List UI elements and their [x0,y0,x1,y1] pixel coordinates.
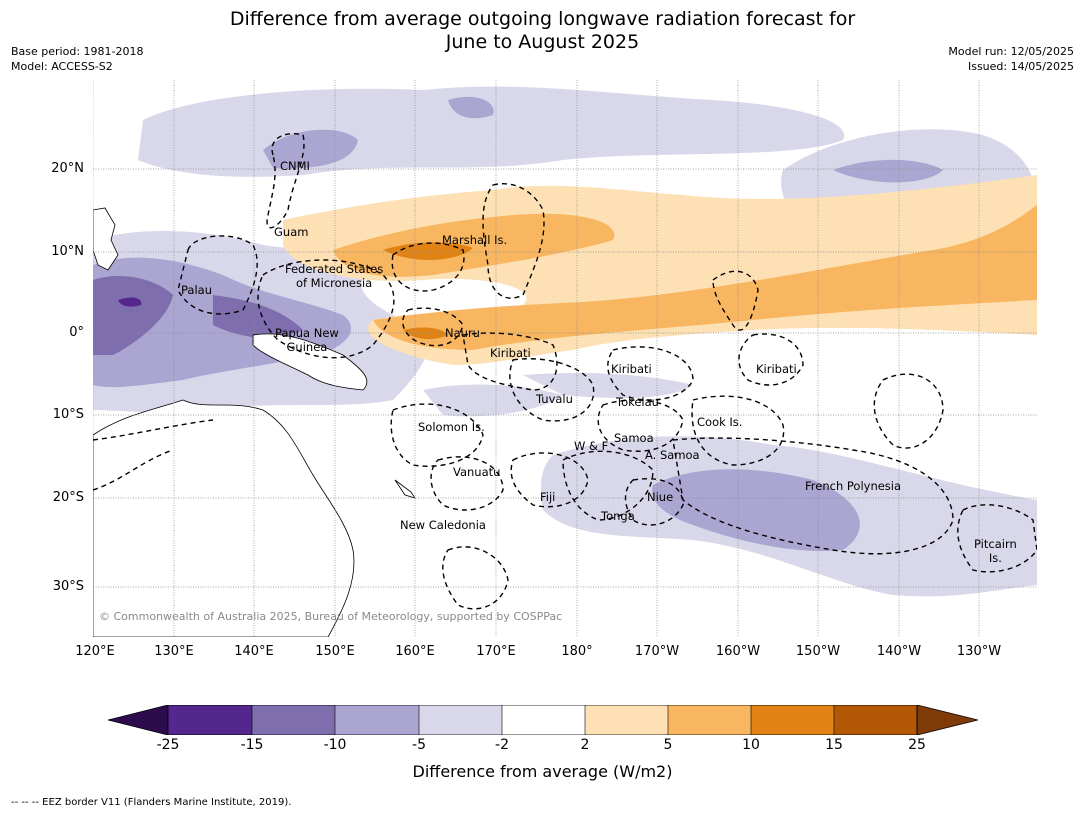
region-label-pitcairn-line1: Pitcairn [974,537,1017,551]
lat-label-20s: 20°S [52,490,84,505]
colorbar-segment-2 [252,705,335,735]
colorbar-tick-15: 15 [825,737,843,753]
meta-left: Base period: 1981-2018 Model: ACCESS-S2 [11,44,143,74]
region-label-solomon: Solomon Is. [418,420,485,434]
land-outlines [93,207,416,637]
colorbar-tick-minus10: -10 [323,737,347,753]
lon-label-170e: 170°E [476,644,516,659]
region-label-marshall: Marshall Is. [442,233,508,247]
model-name: Model: ACCESS-S2 [11,60,113,73]
region-label-samoa: Samoa [614,431,654,445]
region-label-pitcairn-line2: Is. [988,551,1002,565]
issued-date: Issued: 14/05/2025 [967,60,1074,73]
colorbar-tick-minus5: -5 [412,737,426,753]
region-label-kiribati-central: Kiribati [611,362,652,376]
lon-label-130e: 130°E [154,644,194,659]
region-label-nauru: Nauru [445,326,480,340]
colorbar-tick-minus25: -25 [156,737,180,753]
philippines-landmass [93,207,119,271]
region-label-fsm-line2: of Micronesia [295,276,373,290]
region-label-fsm-line1: Federated States [285,262,384,276]
region-label-png-line1: Papua New [275,326,339,340]
lat-label-10s: 10°S [52,407,84,422]
region-label-tuvalu: Tuvalu [536,392,573,406]
region-label-png: Papua New Guinea [275,326,339,354]
colorbar-tick-minus15: -15 [240,737,264,753]
colorbar-segment-6 [585,705,668,735]
region-label-tokelau: Tokelau [616,395,659,409]
region-label-vanuatu: Vanuatu [453,465,501,479]
lon-label-160w: 160°W [715,644,761,659]
colorbar-segment-3 [335,705,419,735]
lat-label-30s: 30°S [52,579,84,594]
lon-label-120e: 120°E [75,644,115,659]
region-label-kiribati-east: Kiribati [756,362,797,376]
region-label-png-line2: Guinea [286,340,328,354]
colorbar-segment-7 [668,705,751,735]
lon-label-170w: 170°W [634,644,680,659]
colorbar-title: Difference from average (W/m2) [412,762,673,781]
region-label-guam: Guam [274,225,309,239]
colorbar-tick-2: 2 [580,737,590,753]
region-label-cnmi: CNMI [280,159,310,173]
forecast-map [93,80,1037,637]
region-label-palau: Palau [181,283,212,297]
lon-label-140e: 140°E [234,644,274,659]
lat-label-20n: 20°N [51,161,84,176]
region-label-tonga: Tonga [601,509,635,523]
colorbar-arrow-high [916,705,978,735]
colorbar-tick-25: 25 [908,737,926,753]
colorbar [108,705,978,735]
region-label-niue: Niue [647,490,674,504]
colorbar-tick-5: 5 [663,737,673,753]
title-line-2: June to August 2025 [445,31,640,53]
eez-borders [93,133,1037,610]
region-label-fiji: Fiji [540,490,556,504]
australia-landmass [93,399,355,637]
lat-label-0: 0° [69,325,84,340]
region-label-asamoa: A. Samoa [645,448,700,462]
lon-label-130w: 130°W [956,644,1002,659]
colorbar-segment-4 [419,705,502,735]
region-label-cook: Cook Is. [697,415,743,429]
title-line-1: Difference from average outgoing longwav… [229,8,856,30]
negative-anomaly-fields [93,86,1037,597]
colorbar-tick-10: 10 [742,737,760,753]
eez-footnote: -- -- -- EEZ border V11 (Flanders Marine… [11,797,292,808]
grid-lines [93,80,1037,637]
lon-label-150e: 150°E [315,644,355,659]
new-guinea-landmass [252,333,368,391]
lat-label-10n: 10°N [51,244,84,259]
colorbar-segment-8 [751,705,834,735]
base-period: Base period: 1981-2018 [11,45,144,58]
colorbar-tick-minus2: -2 [495,737,509,753]
region-label-french-polynesia: French Polynesia [805,479,902,493]
lon-label-180: 180° [561,644,593,659]
positive-anomaly-fields [283,175,1037,365]
model-run: Model run: 12/05/2025 [948,45,1074,58]
colorbar-segment-5 [502,705,585,735]
region-label-wf: W & F [574,439,609,453]
region-label-kiribati-west: Kiribati [490,346,531,360]
colorbar-segment-1 [168,705,252,735]
chart-title: Difference from average outgoing longwav… [0,8,1085,54]
meta-right: Model run: 12/05/2025 Issued: 14/05/2025 [948,44,1074,74]
region-label-pitcairn: Pitcairn Is. [974,537,1017,565]
colorbar-segment-9 [834,705,917,735]
lon-label-140w: 140°W [876,644,922,659]
copyright-notice: © Commonwealth of Australia 2025, Bureau… [99,610,563,623]
region-label-fsm: Federated States of Micronesia [285,262,383,290]
lon-label-160e: 160°E [395,644,435,659]
lon-label-150w: 150°W [795,644,841,659]
region-label-new-caledonia: New Caledonia [400,518,486,532]
colorbar-arrow-low [108,705,169,735]
